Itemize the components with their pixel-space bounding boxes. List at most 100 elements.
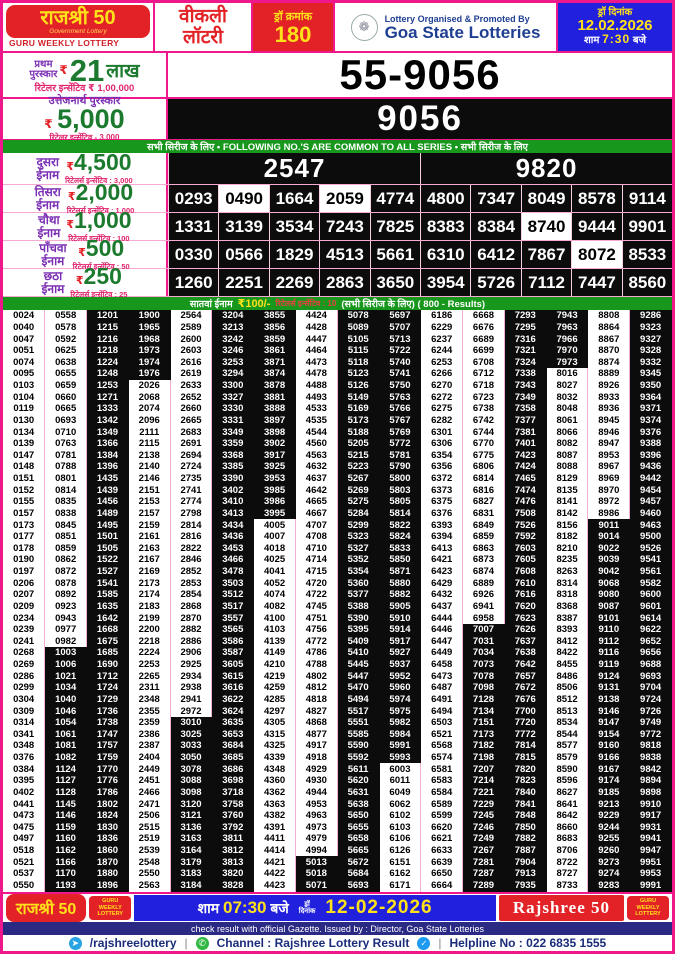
result-number: 9457 — [629, 496, 672, 508]
result-number: 2816 — [170, 530, 213, 543]
organiser-name: Goa State Lotteries — [384, 22, 541, 42]
results-row: 0241 0982 1675 2218 2886 3586 4139 4772 5409 5917… — [3, 635, 672, 648]
result-number: 5772 — [379, 437, 422, 450]
result-number: 4315 — [253, 728, 296, 741]
result-number: 4007 — [253, 530, 296, 543]
result-number: 5917 — [379, 635, 422, 648]
result-number: 9274 — [587, 868, 631, 880]
result-number: 4478 — [295, 368, 338, 380]
result-number: 7610 — [504, 577, 547, 589]
result-number: 5665 — [337, 844, 380, 857]
result-number: 2506 — [128, 809, 171, 822]
prize-label: चौथा ईनाम ₹1,000 रिटेलर्स इन्सेंटिव : 10… — [3, 208, 168, 242]
result-number: 8706 — [546, 844, 589, 857]
result-number: 6449 — [420, 647, 464, 659]
result-number: 2694 — [170, 449, 213, 462]
result-number: 9068 — [587, 577, 631, 589]
result-number: 5822 — [379, 519, 422, 531]
result-number: 4710 — [295, 542, 338, 555]
result-number: 1824 — [86, 809, 129, 822]
result-number: 6413 — [420, 542, 464, 555]
consolation-number-cell: 9056 — [168, 99, 672, 139]
result-number: 2798 — [170, 507, 213, 520]
result-number: 6301 — [420, 426, 464, 438]
prize-number: 7112 — [520, 269, 572, 296]
result-number: 5975 — [379, 705, 422, 717]
result-number: 3466 — [211, 554, 255, 566]
result-number: 0655 — [44, 368, 88, 380]
results-row: 0348 1081 1757 2387 3033 3684 4325 4917 5590 5991… — [3, 740, 672, 752]
result-number: 6487 — [420, 682, 464, 694]
result-number: 0788 — [44, 461, 88, 473]
rupee-sign: ₹ — [67, 190, 76, 203]
result-number: 1333 — [86, 403, 129, 415]
prize-number: 1664 — [268, 185, 320, 212]
result-number: 5388 — [337, 600, 380, 613]
result-number: 5377 — [337, 589, 380, 601]
results-row: 0152 0814 1439 2151 2741 3402 3985 4642 5269 5803… — [3, 484, 672, 496]
results-row: 0497 1160 1836 2519 3163 3811 4411 4979 5658 6106… — [3, 833, 672, 845]
result-number: 1218 — [86, 344, 129, 357]
result-number: 2616 — [170, 356, 213, 369]
result-number: 1170 — [44, 868, 88, 880]
result-number: 3242 — [211, 333, 255, 345]
prize-incentive: रिटेलर्स इन्सेंटिव : 1,000 — [66, 205, 135, 215]
result-number: 8027 — [546, 379, 589, 392]
result-number: 2355 — [128, 705, 171, 717]
result-number: 0384 — [3, 763, 46, 775]
result-number: 6376 — [420, 507, 464, 520]
rupee-sign: ₹ — [59, 63, 68, 77]
result-number: 9371 — [629, 403, 672, 415]
result-number: 9541 — [629, 554, 672, 566]
telegram-handle[interactable]: /rajshreelottery — [89, 936, 177, 950]
result-number: 9652 — [629, 635, 672, 648]
result-number: 5590 — [337, 740, 380, 752]
result-number: 7638 — [504, 647, 547, 659]
result-number: 1870 — [86, 856, 129, 868]
results-row: 0139 0763 1366 2115 2691 3359 3902 4560 5205 5772… — [3, 437, 672, 450]
prize-number: 3650 — [369, 269, 421, 296]
result-number: 5800 — [379, 472, 422, 485]
prize-number: 7243 — [319, 213, 370, 240]
result-number: 3253 — [211, 356, 255, 369]
channel-label[interactable]: Channel : Rajshree Lottery Result — [216, 936, 410, 950]
result-number: 5638 — [337, 798, 380, 810]
result-number: 3792 — [211, 821, 255, 834]
seventh-prize-incentive: रिटेलर्स इन्सेंटिव : 10 — [275, 299, 337, 308]
result-number: 8066 — [546, 426, 589, 438]
result-number: 8422 — [546, 647, 589, 659]
result-number: 5327 — [337, 542, 380, 555]
result-number: 4544 — [295, 426, 338, 438]
consolation-label: उत्तेजनार्थ पुरस्कार — [48, 95, 121, 107]
telegram-icon[interactable]: ➤ — [68, 936, 82, 950]
result-number: 0341 — [3, 728, 46, 741]
result-number: 7820 — [504, 763, 547, 775]
result-number: 3517 — [211, 600, 255, 613]
result-number: 5993 — [379, 751, 422, 764]
prize-number: 8560 — [621, 269, 672, 296]
result-number: 6106 — [379, 833, 422, 845]
result-number: 7592 — [504, 530, 547, 543]
result-number: 9947 — [629, 844, 672, 857]
result-number: 8142 — [546, 507, 589, 520]
whatsapp-icon[interactable]: ✆ — [195, 936, 209, 950]
prize-number: 8578 — [571, 185, 622, 212]
result-number: 6650 — [420, 868, 464, 880]
result-number: 2886 — [170, 635, 213, 648]
result-number: 7815 — [504, 751, 547, 764]
result-number: 1145 — [44, 798, 88, 810]
result-number: 5592 — [337, 751, 380, 764]
result-number: 2449 — [128, 763, 171, 775]
result-number: 7814 — [504, 740, 547, 752]
time-suffix: बजे — [632, 35, 647, 46]
result-number: 3859 — [253, 333, 296, 345]
result-number: 7034 — [462, 647, 505, 659]
result-number: 1489 — [86, 507, 129, 520]
result-number: 8314 — [546, 577, 589, 589]
result-number: 2151 — [128, 484, 171, 496]
footer-bar: राजश्री 50 GURU WEEKLY LOTTERY शाम 07:30… — [3, 892, 672, 922]
result-number: 3813 — [211, 856, 255, 868]
result-number: 8953 — [587, 449, 631, 462]
result-number: 5115 — [337, 344, 380, 357]
seventh-prize-suffix: (सभी सिरीज के लिए) ( 800 - Results) — [341, 299, 486, 310]
